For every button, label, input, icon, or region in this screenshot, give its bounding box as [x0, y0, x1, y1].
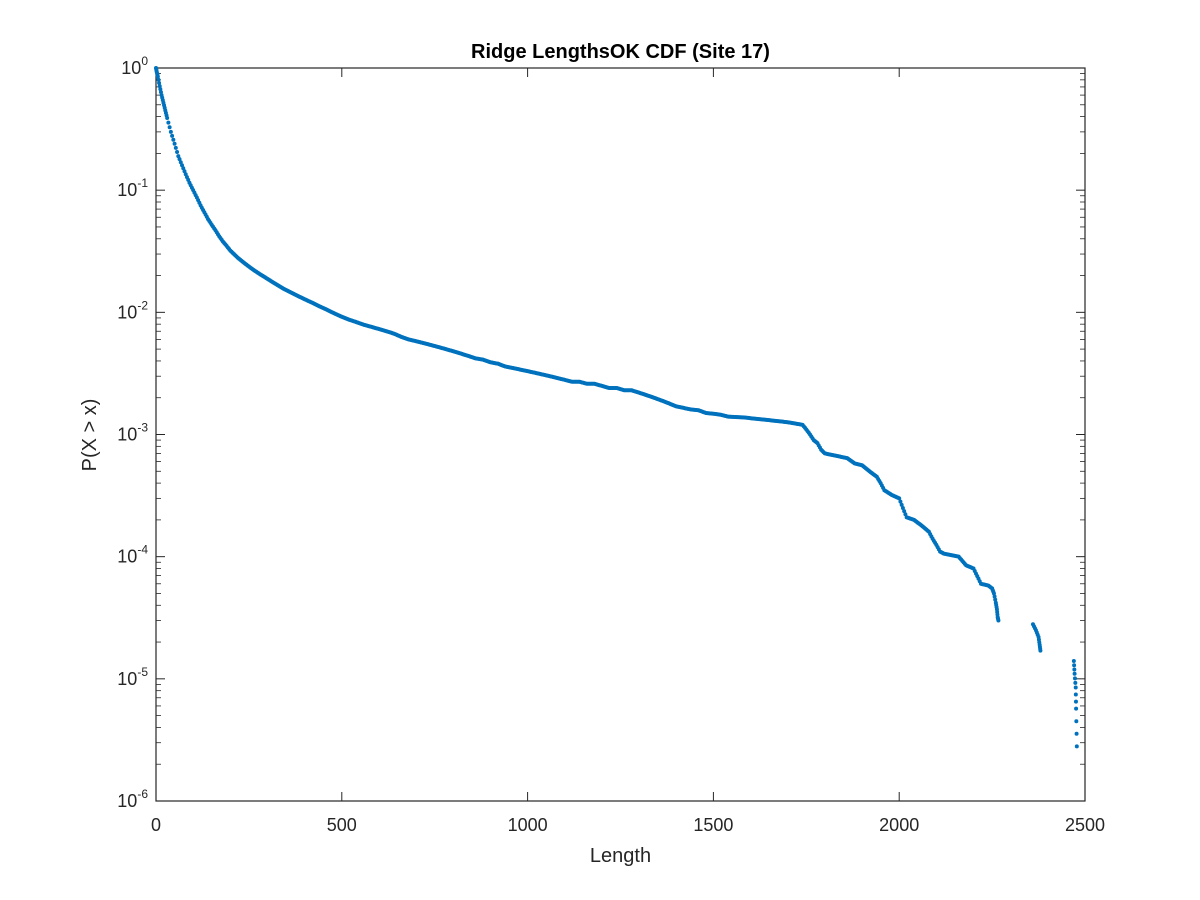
axes-box: [155, 67, 1086, 802]
data-point: [902, 509, 907, 514]
x-axis: 0 500 1000 1500 2000 2500: [151, 68, 1105, 835]
data-point: [155, 74, 160, 79]
data-point: [165, 115, 170, 120]
data-point: [996, 618, 1001, 623]
x-tick-label: 1000: [508, 815, 548, 835]
data-point: [171, 137, 176, 142]
data-point: [181, 166, 186, 171]
data-point: [991, 591, 996, 596]
y-axis-label: P(X > x): [79, 399, 101, 472]
y-tick-label: 10-6: [117, 787, 148, 811]
data-point: [176, 154, 181, 159]
data-point: [180, 163, 185, 168]
data-point: [158, 90, 163, 95]
x-tick-label: 1500: [693, 815, 733, 835]
data-point: [178, 160, 183, 165]
data-point: [170, 133, 175, 138]
data-point: [1072, 663, 1077, 668]
data-point: [158, 87, 163, 92]
x-axis-label: Length: [590, 845, 651, 867]
x-tick-label: 2000: [879, 815, 919, 835]
data-point: [156, 77, 161, 82]
y-axis: 10-6 10-5 10-4 10-3 10-2 10-1 100: [117, 54, 1085, 811]
data-point: [1074, 719, 1079, 724]
x-tick-label: 0: [151, 815, 161, 835]
y-tick-label: 100: [121, 54, 148, 78]
data-point: [1074, 744, 1079, 749]
plot-area: [155, 67, 1086, 802]
data-point: [182, 169, 187, 174]
data-point: [1071, 658, 1076, 663]
data-point: [1072, 676, 1077, 681]
data-point: [900, 506, 905, 511]
y-tick-label: 10-2: [117, 298, 148, 322]
y-tick-label: 10-5: [117, 665, 148, 689]
data-point: [1074, 706, 1079, 711]
data-point: [899, 502, 904, 507]
data-series: [154, 66, 1079, 749]
y-tick-label: 10-4: [117, 543, 148, 567]
y-tick-label: 10-1: [117, 176, 148, 200]
data-point: [175, 149, 180, 154]
data-point: [903, 512, 908, 517]
data-point: [1038, 648, 1043, 653]
data-point: [166, 120, 171, 125]
data-point: [1073, 699, 1078, 704]
data-point: [172, 141, 177, 146]
data-point: [897, 496, 902, 501]
data-point: [157, 80, 162, 85]
data-point: [157, 84, 162, 89]
x-tick-label: 500: [327, 815, 357, 835]
data-point: [1074, 731, 1079, 736]
chart-title: Ridge LengthsOK CDF (Site 17): [471, 41, 770, 63]
y-tick-label: 10-3: [117, 421, 148, 445]
data-point: [1073, 692, 1078, 697]
x-tick-label: 2500: [1065, 815, 1105, 835]
data-point: [992, 594, 997, 599]
data-point: [168, 129, 173, 134]
data-point: [993, 597, 998, 602]
data-point: [1072, 667, 1077, 672]
data-point: [167, 125, 172, 130]
data-point: [177, 157, 182, 162]
data-point: [1072, 671, 1077, 676]
data-point: [173, 145, 178, 150]
data-point: [1073, 685, 1078, 690]
data-point: [1073, 680, 1078, 685]
data-point: [898, 499, 903, 504]
